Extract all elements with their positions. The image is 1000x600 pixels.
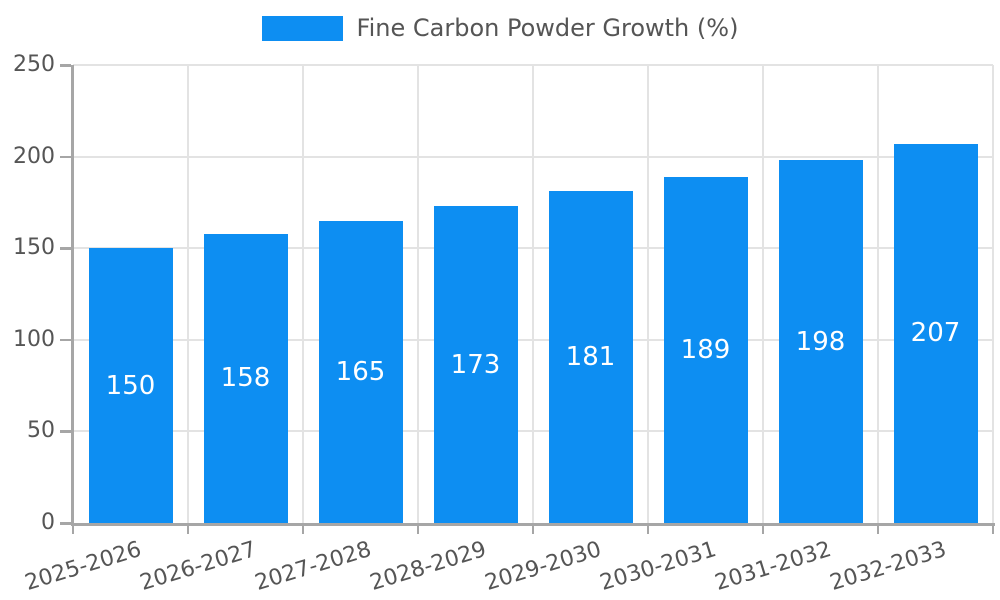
- x-axis-tick: [646, 523, 650, 534]
- bar-value-label: 150: [105, 370, 156, 401]
- bar-2028-2029: 173: [433, 206, 518, 523]
- y-axis-tick: [60, 64, 71, 67]
- y-axis-tick: [60, 338, 71, 342]
- y-axis-tick: [60, 155, 71, 159]
- y-axis-tick: [60, 522, 71, 525]
- bar-value-label: 165: [335, 356, 386, 387]
- bar-2026-2027: 158: [203, 233, 288, 523]
- bar-2030-2031: 189: [663, 176, 748, 523]
- x-axis-tick: [416, 523, 420, 534]
- x-axis-tick: [71, 523, 75, 534]
- x-tick-label-2025-2026: 2025-2026: [21, 537, 144, 596]
- bar-2027-2028: 165: [318, 220, 403, 523]
- y-tick-label: 50: [27, 418, 55, 444]
- legend-label: Fine Carbon Powder Growth (%): [356, 14, 739, 42]
- gridline-vertical: [302, 65, 304, 523]
- y-axis-line: [71, 65, 74, 526]
- y-tick-label: 150: [13, 235, 55, 261]
- x-tick-label-2032-2033: 2032-2033: [826, 537, 949, 596]
- bar-value-label: 198: [795, 326, 846, 357]
- gridline-vertical: [187, 65, 189, 523]
- bar-2031-2032: 198: [778, 160, 863, 523]
- gridline-vertical: [532, 65, 534, 523]
- x-tick-label-2028-2029: 2028-2029: [366, 537, 489, 596]
- x-tick-label-2027-2028: 2027-2028: [251, 537, 374, 596]
- x-axis-tick: [876, 523, 880, 534]
- gridline-vertical: [877, 65, 879, 523]
- bar-value-label: 173: [450, 349, 501, 380]
- y-axis-tick: [60, 247, 71, 250]
- gridline-vertical: [417, 65, 419, 523]
- x-tick-label-2031-2032: 2031-2032: [711, 537, 834, 596]
- x-tick-label-2030-2031: 2030-2031: [596, 537, 719, 596]
- legend-swatch: [261, 15, 343, 41]
- gridline-vertical: [992, 65, 994, 523]
- bar-2029-2030: 181: [548, 191, 633, 523]
- gridline-vertical: [647, 65, 649, 523]
- x-tick-label-2029-2030: 2029-2030: [481, 537, 604, 596]
- x-axis-tick: [991, 523, 995, 534]
- x-axis-tick: [186, 523, 190, 534]
- bar-value-label: 189: [680, 334, 731, 365]
- bar-value-label: 158: [220, 363, 271, 394]
- bar-2025-2026: 150: [88, 248, 173, 523]
- x-tick-label-2026-2027: 2026-2027: [136, 537, 259, 596]
- x-axis-tick: [531, 523, 535, 534]
- y-tick-label: 100: [13, 326, 55, 352]
- gridline-vertical: [762, 65, 764, 523]
- bar-value-label: 181: [565, 342, 616, 373]
- bar-2032-2033: 207: [893, 143, 978, 523]
- plot-area: 150 158 165 173 181 189 198 207: [73, 64, 994, 523]
- y-tick-label: 0: [41, 510, 55, 535]
- x-axis-tick: [761, 523, 765, 534]
- legend: Fine Carbon Powder Growth (%): [0, 14, 1000, 42]
- y-axis-tick: [60, 430, 71, 433]
- y-tick-label: 250: [13, 52, 55, 77]
- x-axis-tick: [301, 523, 305, 534]
- y-tick-label: 200: [13, 143, 55, 169]
- bar-value-label: 207: [910, 318, 961, 349]
